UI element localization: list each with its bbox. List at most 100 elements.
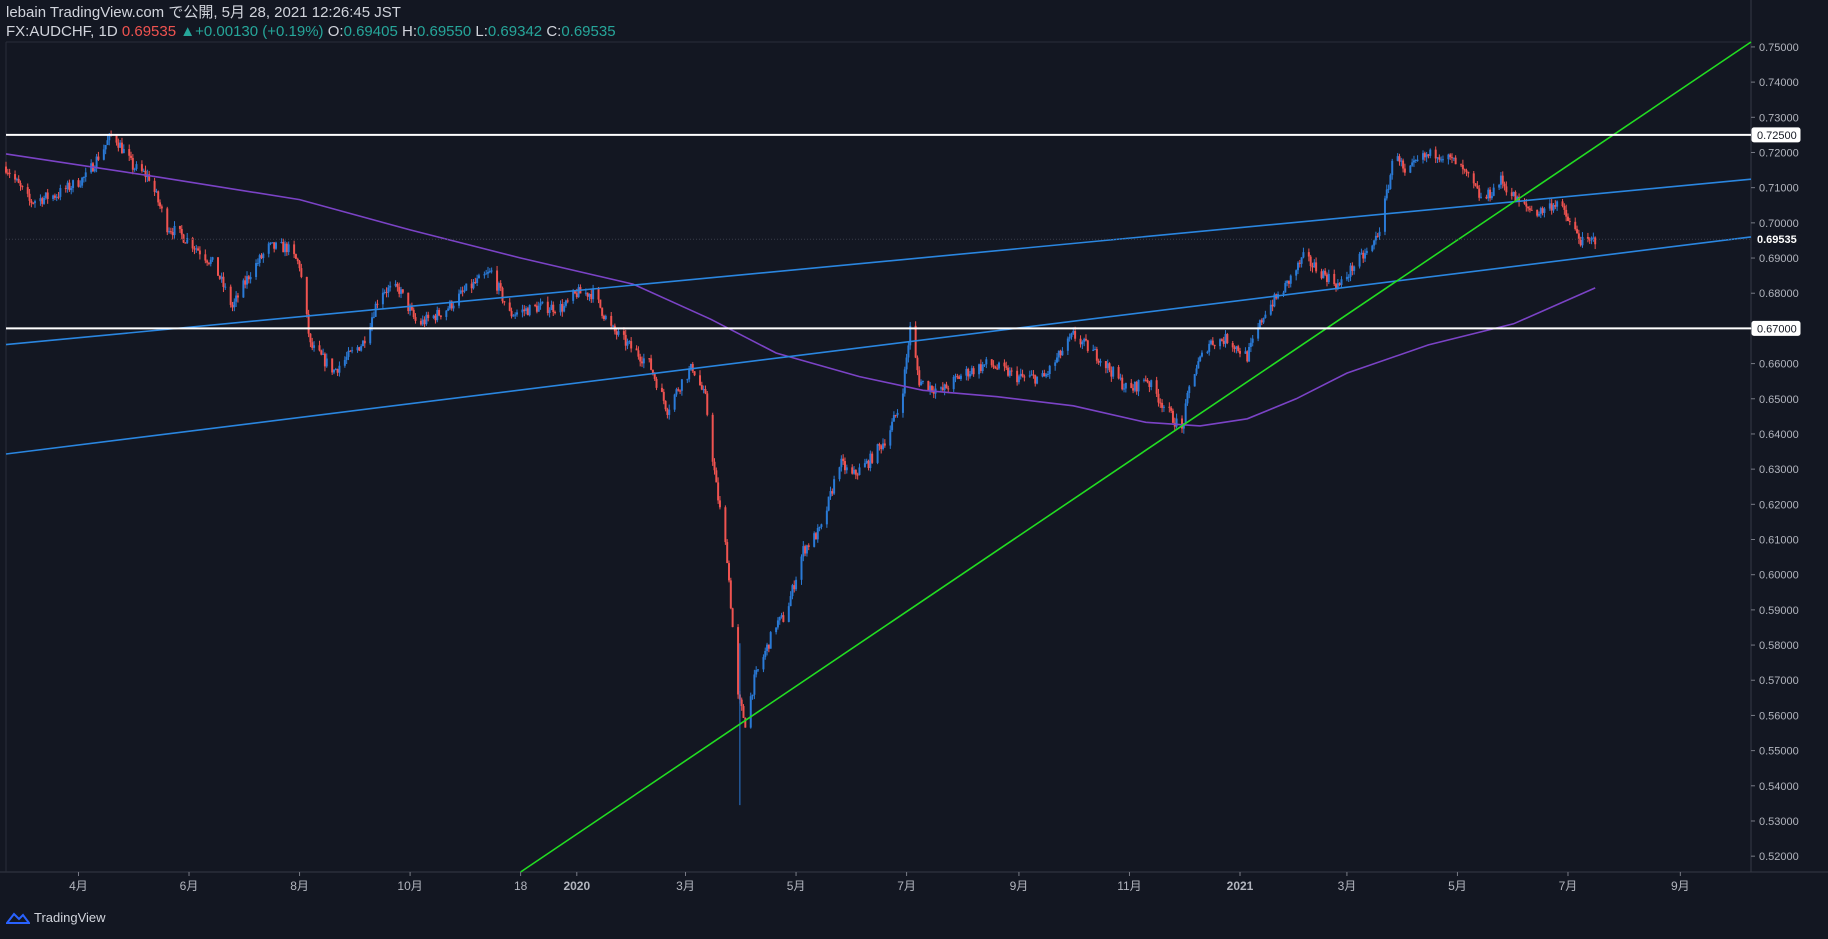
candle-body [916,357,919,371]
x-tick-label: 2021 [1227,879,1254,893]
candle-body [197,248,200,251]
candle-body [14,174,17,180]
candle-body [907,345,910,358]
candle-body [947,388,950,390]
x-tick-label: 3月 [676,879,695,893]
candle-body [1244,351,1247,354]
candle-body [880,445,883,450]
x-tick-label: 6月 [180,879,199,893]
candle-body [1554,205,1557,207]
candle-body [853,469,856,474]
x-tick-label: 7月 [1559,879,1578,893]
candle-body [1429,149,1432,156]
candle-body [637,350,640,357]
candle-body [1454,157,1457,165]
candle-body [320,350,323,355]
candle-body [1383,198,1386,232]
candle-body [1460,164,1463,166]
candle-body [130,155,133,158]
candle-body [1193,374,1196,387]
candle-body [169,231,172,233]
candle-body [590,294,593,300]
candle-body [1568,221,1571,223]
candle-body [833,479,836,494]
candle-body [1402,160,1405,169]
candle-body [789,596,792,607]
candle-body [26,187,29,194]
candle-body [599,299,602,308]
candle-body [331,358,334,373]
candle-body [1358,253,1361,267]
candle-body [360,346,363,351]
candle-body [1565,209,1568,217]
candle-body [1362,252,1365,259]
high-label: H: [401,23,417,40]
candle-body [1010,370,1013,372]
candle-body [1590,237,1593,241]
candle-body [343,359,346,366]
candle-body [1246,351,1249,362]
candle-body [412,309,415,318]
candle-body [1168,406,1171,408]
candle-body [501,287,504,302]
candle-body [941,387,944,391]
candle-body [512,315,515,317]
candle-body [858,467,861,475]
candle-body [95,156,98,169]
candle-body [525,308,528,312]
candle-body [1307,252,1310,257]
candle-body [1121,377,1124,390]
candle-body [171,231,174,236]
candle-body [222,276,225,287]
candle-body [64,188,67,190]
candle-body [1239,350,1242,354]
candle-body [1296,262,1299,271]
candle-body [1315,262,1318,272]
candle-body [617,331,620,335]
candle-body [66,182,69,190]
candle-body [795,579,798,590]
candle-body [959,375,962,379]
candle-body [539,303,542,306]
candle-body [1512,191,1515,196]
candle-body [55,196,58,198]
candle-body [423,319,426,325]
candle-body [407,292,410,312]
close-label: C: [546,23,562,40]
y-tick-label: 0.74000 [1759,77,1799,89]
candle-body [737,627,740,695]
candle-body [1084,338,1087,341]
candle-body [59,188,62,197]
candle-body [865,460,868,464]
candle-body [155,191,158,193]
candle-body [371,317,374,327]
candle-body [1576,229,1579,234]
candle-body [487,272,490,274]
candle-body [1300,257,1303,264]
candle-body [425,314,428,325]
candle-body [597,288,600,300]
candle-body [927,380,930,391]
candle-body [1041,373,1044,377]
candle-body [679,390,682,392]
candle-body [831,491,834,494]
x-tick-label: 5月 [787,879,806,893]
candle-body [260,255,263,259]
candle-body [1133,381,1136,391]
candle-body [573,291,576,294]
candle-body [660,387,663,392]
candle-body [998,362,1001,369]
candle-body [586,292,589,297]
candle-body [749,696,752,728]
candle-body [1351,265,1354,271]
candle-body [256,262,259,264]
candle-body [1556,201,1559,207]
candle-body [347,350,350,357]
candle-body [198,250,201,255]
tradingview-brand: TradingView [34,910,106,925]
candle-body [82,177,85,179]
candle-body [628,341,631,343]
candle-body [274,242,277,249]
x-tick-label: 2020 [563,879,590,893]
